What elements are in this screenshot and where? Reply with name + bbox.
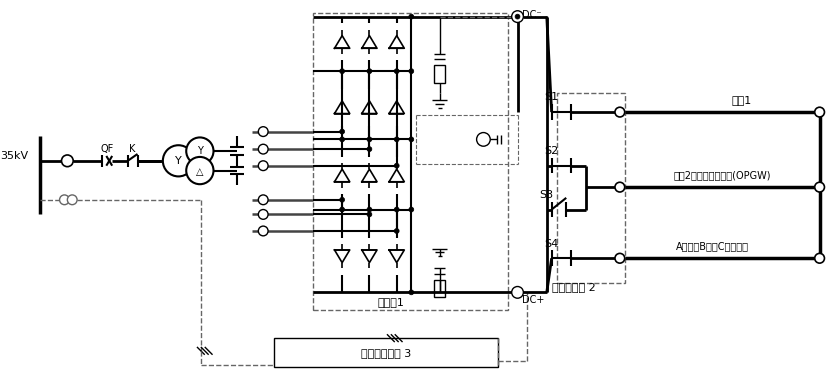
Circle shape [394,137,399,142]
Text: 控制保护系统 3: 控制保护系统 3 [361,348,411,358]
Circle shape [258,226,268,236]
Text: DC+: DC+ [523,295,545,305]
Circle shape [394,163,399,168]
Circle shape [615,107,625,117]
Text: S3: S3 [539,190,553,200]
Circle shape [258,144,268,154]
Bar [313,13,508,310]
Circle shape [409,207,414,212]
Bar [557,93,625,283]
Circle shape [615,182,625,192]
Circle shape [615,253,625,263]
Text: 换流器1: 换流器1 [377,297,405,307]
Text: Y: Y [197,146,203,156]
Circle shape [186,157,214,184]
Text: 地线1: 地线1 [731,95,752,105]
Circle shape [394,69,399,74]
Circle shape [340,197,345,202]
Circle shape [340,69,345,74]
Circle shape [367,137,371,142]
Circle shape [60,195,69,205]
Circle shape [409,290,414,295]
Circle shape [367,147,371,152]
Text: QF: QF [101,144,114,154]
Circle shape [512,11,524,22]
Circle shape [515,14,520,19]
Circle shape [186,137,214,165]
Circle shape [367,212,371,217]
Text: 直流侧刀间 2: 直流侧刀间 2 [552,283,595,293]
Circle shape [258,210,268,219]
Circle shape [258,161,268,170]
Text: DC⁻: DC⁻ [523,10,542,20]
Text: 地线2或复合架空地线(OPGW): 地线2或复合架空地线(OPGW) [673,170,771,180]
Circle shape [258,127,268,136]
Circle shape [367,207,371,212]
Bar [434,280,445,297]
Bar [274,338,498,367]
Circle shape [340,137,345,142]
Circle shape [61,155,73,167]
Bar [434,65,445,83]
Circle shape [340,129,345,134]
Text: 35kV: 35kV [0,151,28,161]
Circle shape [394,207,399,212]
Text: S2: S2 [543,146,558,156]
Circle shape [340,207,345,212]
Circle shape [67,195,77,205]
Circle shape [367,69,371,74]
Circle shape [512,286,524,298]
Circle shape [814,182,824,192]
Circle shape [258,195,268,205]
Text: S4: S4 [543,238,558,249]
Text: Y: Y [175,156,182,166]
Circle shape [814,107,824,117]
Circle shape [409,14,414,19]
Circle shape [163,145,194,176]
Circle shape [814,253,824,263]
Text: △: △ [196,167,204,177]
Circle shape [477,132,490,146]
Text: S1: S1 [543,93,558,103]
Text: K: K [130,144,135,154]
Text: A相（或B相、C相）导线: A相（或B相、C相）导线 [676,242,749,252]
Circle shape [409,137,414,142]
Circle shape [409,69,414,74]
Circle shape [394,228,399,233]
